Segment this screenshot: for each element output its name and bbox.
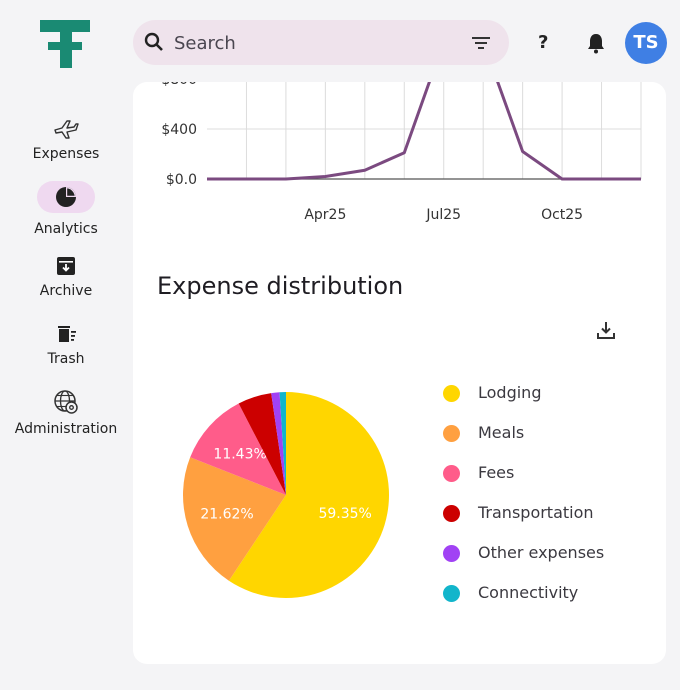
filter-icon[interactable] [470,34,492,52]
x-tick-label: Jul25 [425,207,461,223]
x-tick-label: Oct25 [541,207,583,223]
plane-icon [54,120,79,139]
pie-slice [183,457,286,581]
legend-swatch [443,505,460,522]
pie-chart: 59.35% 21.62% 11.43% [183,392,389,598]
search-bar[interactable] [133,20,509,65]
archive-icon [57,257,75,275]
x-tick-label: Apr25 [304,207,346,223]
legend-swatch [443,425,460,442]
sidebar-item-label: Expenses [32,146,100,162]
pie-slice [228,392,389,598]
y-tick-label: $800 [161,82,197,88]
sidebar-item-trash[interactable]: Trash [0,323,132,367]
series-line [207,82,641,181]
globe-gear-icon [54,390,78,414]
sidebar-item-expenses[interactable]: Expenses [0,118,132,162]
legend-swatch [443,545,460,562]
legend-swatch [443,385,460,402]
sidebar-item-label: Administration [14,421,118,437]
active-indicator [37,181,95,213]
legend-swatch [443,585,460,602]
y-tick-label: $400 [161,122,197,138]
legend-label: Other expenses [478,543,605,562]
legend-swatch [443,465,460,482]
legend-label: Meals [478,423,525,442]
y-tick-label: $0.0 [166,172,197,188]
sidebar-item-label: Trash [47,351,85,367]
pie-slice [279,392,286,495]
avatar[interactable]: TS [625,22,667,64]
app-logo [40,20,90,68]
pie-data-label: 11.43% [213,447,266,463]
legend-label: Transportation [478,503,594,522]
bell-icon[interactable] [585,31,607,55]
pie-slice [190,403,286,495]
trash-icon [58,326,76,342]
search-icon [144,32,163,51]
help-icon[interactable]: ? [538,32,549,53]
analytics-card: $400 $0.0 $800 Apr25 Jul25 Oct25 Expense dist… [133,82,666,664]
sidebar-item-label: Analytics [34,221,98,237]
legend-label: Connectivity [478,583,579,602]
pie-chart-icon [56,187,76,207]
line-chart: $400 $0.0 $800 Apr25 Jul25 Oct25 [161,82,642,223]
download-icon[interactable] [595,319,617,341]
legend-label: Fees [478,463,515,482]
sidebar-item-analytics[interactable]: Analytics [0,181,132,237]
search-input[interactable]: Search [174,33,236,54]
pie-data-label: 59.35% [318,506,371,522]
section-title: Expense distribution [157,272,404,300]
sidebar-item-archive[interactable]: Archive [0,255,132,299]
pie-slice [238,393,286,495]
legend-label: Lodging [478,383,542,402]
sidebar-item-administration[interactable]: Administration [0,389,132,437]
pie-slice [271,392,286,495]
sidebar-item-label: Archive [39,283,93,299]
pie-data-label: 21.62% [200,507,253,523]
